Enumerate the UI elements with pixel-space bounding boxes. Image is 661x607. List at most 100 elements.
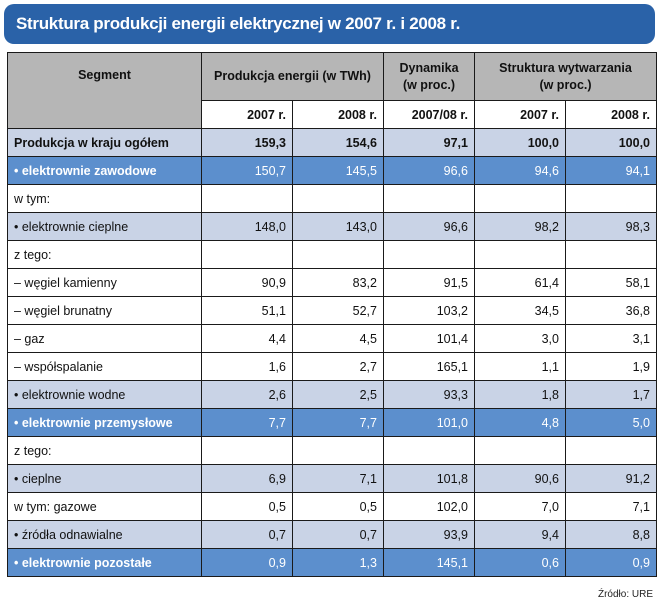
row-value: 101,8: [383, 464, 475, 493]
header-sub-dynamika: 2007/08 r.: [383, 100, 475, 129]
row-value: [201, 184, 293, 213]
row-value: 7,1: [565, 492, 657, 521]
row-value: 154,6: [292, 128, 384, 157]
row-value: 4,8: [474, 408, 566, 437]
row-value: 52,7: [292, 296, 384, 325]
row-value: 2,6: [201, 380, 293, 409]
row-label: z tego:: [7, 240, 202, 269]
row-value: 7,7: [292, 408, 384, 437]
row-value: 4,4: [201, 324, 293, 353]
row-label: • elektrownie zawodowe: [7, 156, 202, 185]
row-label: – węgiel kamienny: [7, 268, 202, 297]
table-row: z tego:: [7, 436, 657, 465]
row-value: 51,1: [201, 296, 293, 325]
row-value: 90,6: [474, 464, 566, 493]
row-value: 0,6: [474, 548, 566, 577]
table-row: • cieplne 6,9 7,1 101,8 90,6 91,2: [7, 464, 657, 493]
row-label: • elektrownie pozostałe: [7, 548, 202, 577]
row-value: 0,5: [292, 492, 384, 521]
row-value: 103,2: [383, 296, 475, 325]
header-row-sub: 2007 r. 2008 r. 2007/08 r. 2007 r. 2008 …: [8, 100, 657, 129]
row-value: [383, 436, 475, 465]
row-label: • cieplne: [7, 464, 202, 493]
row-value: [201, 436, 293, 465]
header-row-main: Segment Produkcja energii (w TWh) Dynami…: [7, 52, 657, 129]
row-value: 6,9: [201, 464, 293, 493]
row-value: [565, 184, 657, 213]
table-row: – węgiel kamienny 90,9 83,2 91,5 61,4 58,1: [7, 268, 657, 297]
row-value: 101,4: [383, 324, 475, 353]
row-value: [292, 240, 384, 269]
table-body: Produkcja w kraju ogółem 159,3 154,6 97,1 10…: [7, 128, 657, 577]
header-dynamika: Dynamika (w proc.): [383, 52, 475, 101]
table-row: z tego:: [7, 240, 657, 269]
row-value: 96,6: [383, 156, 475, 185]
row-value: 2,5: [292, 380, 384, 409]
header-segment: Segment: [7, 52, 202, 129]
row-value: [474, 240, 566, 269]
row-value: 165,1: [383, 352, 475, 381]
row-value: 94,6: [474, 156, 566, 185]
header-sub-2007-struct: 2007 r.: [474, 100, 566, 129]
table-row: • elektrownie wodne 2,6 2,5 93,3 1,8 1,7: [7, 380, 657, 409]
row-value: 94,1: [565, 156, 657, 185]
row-value: 1,8: [474, 380, 566, 409]
header-dynamika-line1: Dynamika: [399, 60, 459, 75]
row-value: 102,0: [383, 492, 475, 521]
row-value: 97,1: [383, 128, 475, 157]
row-value: 1,6: [201, 352, 293, 381]
header-produkcja: Produkcja energii (w TWh): [201, 52, 384, 101]
row-value: [474, 184, 566, 213]
table-row: w tym: gazowe 0,5 0,5 102,0 7,0 7,1: [7, 492, 657, 521]
row-value: 8,8: [565, 520, 657, 549]
row-value: 145,1: [383, 548, 475, 577]
row-value: 34,5: [474, 296, 566, 325]
row-label: Produkcja w kraju ogółem: [7, 128, 202, 157]
row-label: – gaz: [7, 324, 202, 353]
row-value: 143,0: [292, 212, 384, 241]
row-label: • elektrownie przemysłowe: [7, 408, 202, 437]
table-row: • elektrownie przemysłowe 7,7 7,7 101,0 4,8 5…: [7, 408, 657, 437]
row-value: 7,7: [201, 408, 293, 437]
header-sub-2008-prod: 2008 r.: [292, 100, 384, 129]
row-value: 101,0: [383, 408, 475, 437]
table-title: Struktura produkcji energii elektrycznej…: [4, 4, 655, 44]
row-value: [474, 436, 566, 465]
row-value: 96,6: [383, 212, 475, 241]
row-value: 7,0: [474, 492, 566, 521]
header-dynamika-line2: (w proc.): [402, 77, 456, 92]
row-label: – węgiel brunatny: [7, 296, 202, 325]
row-label: w tym: gazowe: [7, 492, 202, 521]
header-sub-2008-struct: 2008 r.: [565, 100, 657, 129]
row-value: 0,7: [292, 520, 384, 549]
row-value: 7,1: [292, 464, 384, 493]
table-row: • elektrownie cieplne 148,0 143,0 96,6 98,2 9…: [7, 212, 657, 241]
table-row: Produkcja w kraju ogółem 159,3 154,6 97,1 10…: [7, 128, 657, 157]
header-struktura-line2: (w proc.): [539, 77, 592, 92]
table-row: – węgiel brunatny 51,1 52,7 103,2 34,5 36,8: [7, 296, 657, 325]
row-value: 98,3: [565, 212, 657, 241]
row-value: 0,9: [201, 548, 293, 577]
row-value: 58,1: [565, 268, 657, 297]
row-label: w tym:: [7, 184, 202, 213]
row-value: 0,9: [565, 548, 657, 577]
row-value: 61,4: [474, 268, 566, 297]
row-label: z tego:: [7, 436, 202, 465]
row-value: [292, 184, 384, 213]
table-row: – gaz 4,4 4,5 101,4 3,0 3,1: [7, 324, 657, 353]
row-label: • elektrownie cieplne: [7, 212, 202, 241]
row-value: 1,1: [474, 352, 566, 381]
row-value: 159,3: [201, 128, 293, 157]
row-value: 148,0: [201, 212, 293, 241]
table-row: • źródła odnawialne 0,7 0,7 93,9 9,4 8,8: [7, 520, 657, 549]
table-row: • elektrownie zawodowe 150,7 145,5 96,6 94,6…: [7, 156, 657, 185]
table-row: • elektrownie pozostałe 0,9 1,3 145,1 0,6 0,9: [7, 548, 657, 577]
row-value: 83,2: [292, 268, 384, 297]
row-value: [565, 240, 657, 269]
header-struktura-line1: Struktura wytwarzania: [499, 60, 632, 75]
row-value: [383, 240, 475, 269]
row-value: 3,1: [565, 324, 657, 353]
row-value: [565, 436, 657, 465]
header-struktura: Struktura wytwarzania (w proc.): [474, 52, 657, 101]
table-row: w tym:: [7, 184, 657, 213]
